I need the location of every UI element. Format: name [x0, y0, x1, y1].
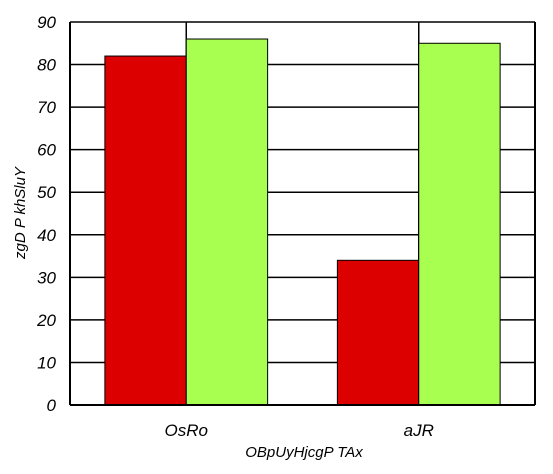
x-tick-label-0: OsRo — [165, 421, 208, 440]
y-tick-label-6: 60 — [37, 141, 56, 160]
y-tick-label-1: 10 — [37, 353, 56, 372]
bar-aJR-series-2 — [418, 42, 501, 406]
bar-aJR-series-1 — [336, 259, 420, 406]
x-tick-labels: OsRo aJR — [165, 421, 434, 440]
y-tick-label-3: 30 — [37, 268, 56, 287]
y-tick-label-9: 90 — [37, 13, 56, 32]
bar-OsRo-series-2 — [185, 38, 269, 406]
y-axis-label: zgD P khSluY — [12, 166, 29, 260]
y-tick-label-8: 80 — [37, 56, 56, 75]
y-tick-labels: 0 10 20 30 40 50 60 70 80 90 — [36, 13, 56, 415]
axes — [69, 22, 536, 406]
y-tick-label-7: 70 — [37, 98, 56, 117]
y-tick-label-5: 50 — [37, 183, 56, 202]
y-tick-label-4: 40 — [37, 226, 56, 245]
y-tick-label-2: 20 — [36, 311, 56, 330]
x-tick-label-1: aJR — [404, 421, 434, 440]
x-axis-label: OBpUyHjcgP TAx — [245, 444, 363, 461]
bars — [104, 38, 501, 406]
bar-OsRo-series-1 — [104, 55, 187, 406]
y-tick-label-0: 0 — [47, 396, 57, 415]
